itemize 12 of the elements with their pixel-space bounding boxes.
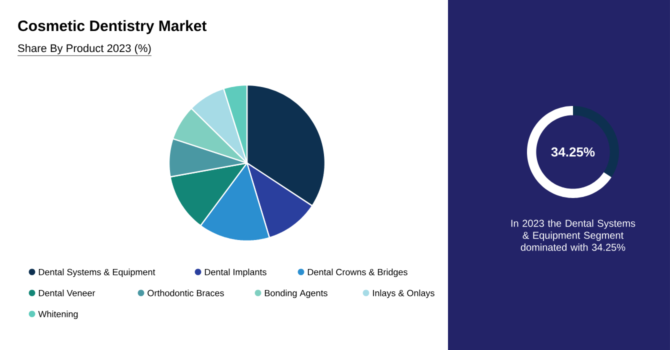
text: In 2023 the Dental Systems & Equipment Segment dominated with 34.25%	[511, 220, 636, 251]
text: 34.25%	[551, 147, 595, 157]
legend-label: Dental Systems & Equipment	[38, 268, 156, 278]
chart-title: Cosmetic Dentistry Market	[18, 20, 207, 34]
chart-subtitle: Share By Product 2023 (%)	[18, 44, 151, 54]
legend-label: Bonding Agents	[264, 290, 328, 298]
legend-label: Whitening	[38, 310, 78, 320]
legend-label: Inlays & Onlays	[373, 290, 434, 298]
legend-label: Dental Crowns & Bridges	[308, 268, 408, 278]
legend-label: Orthodontic Braces	[148, 290, 224, 296]
legend-label: Dental Veneer	[38, 290, 96, 296]
legend-label: Dental Implants	[204, 268, 266, 278]
